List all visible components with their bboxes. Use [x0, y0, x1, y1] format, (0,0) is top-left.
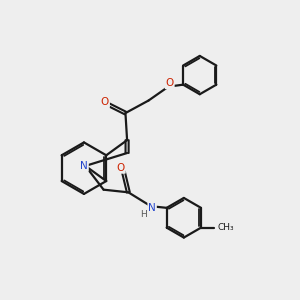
Text: CH₃: CH₃ [218, 223, 234, 232]
Text: O: O [166, 78, 174, 88]
Text: N: N [80, 161, 88, 171]
Text: N: N [148, 203, 156, 213]
Text: H: H [140, 210, 147, 219]
Text: O: O [101, 97, 109, 107]
Text: O: O [117, 163, 125, 173]
